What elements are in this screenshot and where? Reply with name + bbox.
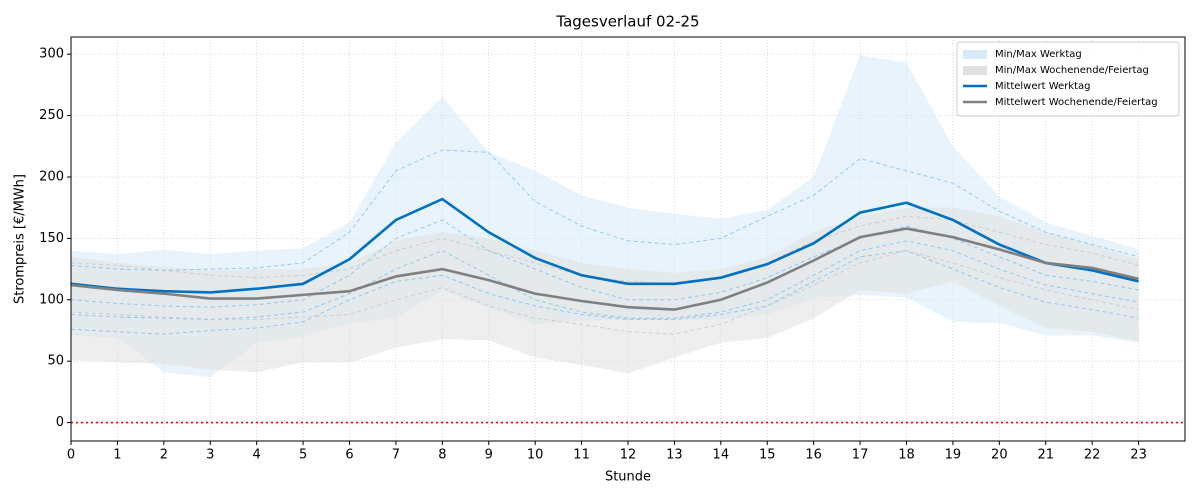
legend-label: Min/Max Wochenende/Feiertag (995, 65, 1149, 76)
x-tick-label: 23 (1130, 448, 1147, 463)
mean-line (70, 227, 1139, 311)
x-tick-label: 15 (759, 448, 776, 463)
x-tick-label: 19 (945, 448, 962, 463)
y-tick-label: 50 (47, 354, 64, 369)
x-tick-label: 2 (160, 448, 168, 463)
x-tick-label: 4 (253, 448, 261, 463)
day-line (70, 215, 1139, 285)
x-tick-label: 17 (852, 448, 869, 463)
y-axis-label: Strompreis [€/MWh] (13, 174, 28, 304)
band (71, 207, 1139, 374)
x-tick-label: 16 (805, 448, 822, 463)
x-tick-label: 6 (345, 448, 353, 463)
chart-title: Tagesverlauf 02-25 (555, 13, 699, 31)
legend-label: Mittelwert Werktag (995, 81, 1090, 92)
plot-frame (70, 36, 1186, 442)
y-tick-label: 200 (39, 169, 64, 184)
x-tick-label: 8 (438, 448, 446, 463)
day-line (70, 149, 1139, 271)
x-tick-label: 11 (573, 448, 590, 463)
y-tick-label: 150 (39, 231, 64, 246)
x-tick-label: 1 (113, 448, 121, 463)
legend-label: Min/Max Werktag (995, 49, 1082, 60)
day-line (70, 250, 1139, 335)
x-tick-label: 10 (527, 448, 544, 463)
x-tick-label: 21 (1037, 448, 1054, 463)
legend-swatch (963, 50, 987, 59)
legend: Min/Max Werktag Min/Max Wochenende/Feiert… (956, 41, 1180, 117)
y-tick-label: 100 (39, 292, 64, 307)
x-tick-label: 5 (299, 448, 307, 463)
x-tick-label: 9 (485, 448, 493, 463)
x-tick-label: 12 (620, 448, 637, 463)
x-tick-label: 7 (392, 448, 400, 463)
legend-box (956, 41, 1180, 117)
day-line (70, 240, 1139, 320)
y-tick-label: 250 (39, 108, 64, 123)
x-tick-label: 14 (713, 448, 730, 463)
x-axis-label: Stunde (605, 470, 651, 485)
legend-swatch (963, 66, 987, 75)
day-line (70, 219, 1139, 308)
y-tick-label: 300 (39, 47, 64, 62)
x-tick-label: 18 (898, 448, 915, 463)
x-tick-label: 3 (206, 448, 214, 463)
day-line (70, 250, 1139, 335)
x-tick-label: 22 (1084, 448, 1101, 463)
mean-line (70, 197, 1139, 294)
x-tick-label: 0 (67, 448, 75, 463)
legend-label: Mittelwert Wochenende/Feiertag (995, 97, 1158, 108)
x-tick-label: 20 (991, 448, 1008, 463)
x-tick-label: 13 (666, 448, 683, 463)
y-tick-label: 0 (56, 415, 64, 430)
